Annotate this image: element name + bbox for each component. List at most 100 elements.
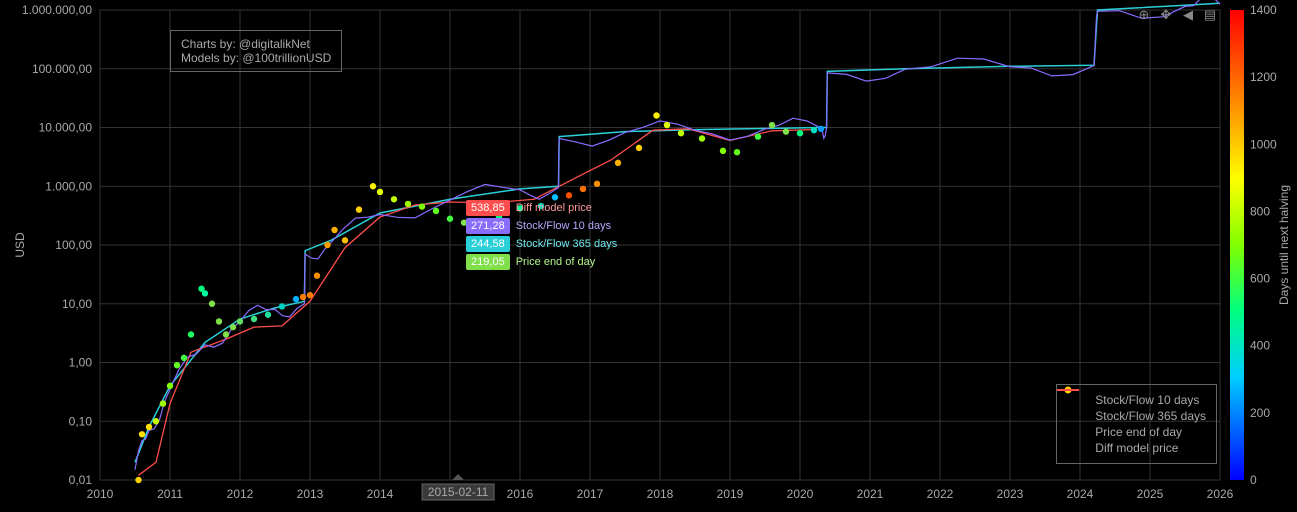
price-dot: [783, 128, 789, 134]
legend: Stock/Flow 10 daysStock/Flow 365 daysPri…: [1056, 384, 1217, 464]
price-dot: [377, 189, 383, 195]
price-dot: [447, 216, 453, 222]
svg-text:0,10: 0,10: [69, 414, 93, 428]
price-dot: [146, 424, 152, 430]
chart-toolbar: ⊕ ✥ ◀ ▤: [1135, 6, 1219, 24]
price-dot: [797, 130, 803, 136]
svg-text:Days until next halving: Days until next halving: [1277, 185, 1291, 305]
svg-text:10.000,00: 10.000,00: [39, 121, 93, 135]
attribution-line2: Models by: @100trillionUSD: [181, 51, 331, 65]
svg-text:2016: 2016: [507, 487, 534, 501]
price-dot: [202, 290, 208, 296]
price-dot: [734, 149, 740, 155]
price-dot: [223, 331, 229, 337]
svg-text:2014: 2014: [367, 487, 394, 501]
price-dot: [209, 301, 215, 307]
cursor-value-tag: 244,58Stock/Flow 365 days: [466, 236, 617, 252]
price-dot: [818, 126, 824, 132]
price-dot: [181, 355, 187, 361]
svg-text:2023: 2023: [997, 487, 1024, 501]
price-dot: [405, 201, 411, 207]
price-dot: [594, 181, 600, 187]
svg-text:800: 800: [1250, 204, 1270, 218]
prev-view-icon[interactable]: ◀: [1179, 6, 1197, 24]
svg-text:2019: 2019: [717, 487, 744, 501]
price-dot: [188, 331, 194, 337]
svg-text:0,01: 0,01: [69, 473, 93, 487]
cursor-value-tag: 271,28Stock/Flow 10 days: [466, 218, 611, 234]
svg-text:2021: 2021: [857, 487, 884, 501]
svg-text:USD: USD: [13, 232, 27, 258]
price-dot: [167, 383, 173, 389]
price-dot: [720, 148, 726, 154]
price-dot: [755, 133, 761, 139]
legend-item: Price end of day: [1067, 425, 1206, 439]
svg-text:2012: 2012: [227, 487, 254, 501]
attribution-box: Charts by: @digitalikNet Models by: @100…: [170, 30, 342, 72]
price-dot: [174, 362, 180, 368]
price-dot: [653, 112, 659, 118]
price-dot: [566, 192, 572, 198]
legend-item: Diff model price: [1067, 441, 1206, 455]
price-dot: [356, 206, 362, 212]
svg-text:2011: 2011: [157, 487, 183, 501]
price-dot: [314, 273, 320, 279]
legend-item: Stock/Flow 10 days: [1067, 393, 1206, 407]
svg-text:10,00: 10,00: [62, 297, 92, 311]
svg-text:600: 600: [1250, 272, 1270, 286]
svg-text:1200: 1200: [1250, 70, 1277, 84]
price-dot: [811, 127, 817, 133]
svg-text:200: 200: [1250, 406, 1270, 420]
svg-text:100.000,00: 100.000,00: [32, 62, 92, 76]
price-dot: [699, 135, 705, 141]
price-dot: [615, 160, 621, 166]
cursor-value-tag: 538,85Diff model price: [466, 200, 592, 216]
attribution-line1: Charts by: @digitalikNet: [181, 37, 331, 51]
price-dot: [391, 196, 397, 202]
svg-text:1.000,00: 1.000,00: [45, 179, 92, 193]
zoom-icon[interactable]: ⊕: [1135, 6, 1153, 24]
price-dot: [265, 312, 271, 318]
price-dot: [216, 318, 222, 324]
svg-text:2017: 2017: [577, 487, 604, 501]
price-dot: [251, 316, 257, 322]
svg-text:1.000.000,00: 1.000.000,00: [22, 3, 92, 17]
price-dot: [139, 431, 145, 437]
price-dot: [230, 324, 236, 330]
price-dot: [636, 145, 642, 151]
svg-text:2026: 2026: [1207, 487, 1234, 501]
svg-text:1400: 1400: [1250, 3, 1277, 17]
svg-text:400: 400: [1250, 339, 1270, 353]
price-dot: [135, 477, 141, 483]
price-dot: [160, 400, 166, 406]
save-icon[interactable]: ▤: [1201, 6, 1219, 24]
pan-icon[interactable]: ✥: [1157, 6, 1175, 24]
svg-text:1000: 1000: [1250, 137, 1277, 151]
price-dot: [279, 303, 285, 309]
price-dot: [300, 294, 306, 300]
svg-text:2025: 2025: [1137, 487, 1164, 501]
svg-text:0: 0: [1250, 473, 1257, 487]
svg-text:2024: 2024: [1067, 487, 1094, 501]
chart-container: 0,010,101,0010,00100,001.000,0010.000,00…: [0, 0, 1297, 512]
svg-text:2020: 2020: [787, 487, 814, 501]
price-dot: [433, 208, 439, 214]
svg-text:2013: 2013: [297, 487, 324, 501]
price-dot: [237, 318, 243, 324]
price-dot: [678, 130, 684, 136]
price-dot: [293, 296, 299, 302]
svg-text:2018: 2018: [647, 487, 674, 501]
price-dot: [419, 203, 425, 209]
price-dot: [307, 292, 313, 298]
price-dot: [153, 418, 159, 424]
svg-text:2015-02-11: 2015-02-11: [428, 485, 489, 499]
price-dot: [580, 186, 586, 192]
price-dot: [342, 237, 348, 243]
price-dot: [324, 242, 330, 248]
price-dot: [370, 183, 376, 189]
cursor-value-tag: 219,05Price end of day: [466, 254, 595, 270]
price-dot: [664, 122, 670, 128]
price-dot: [331, 227, 337, 233]
svg-text:100,00: 100,00: [55, 238, 92, 252]
svg-text:2010: 2010: [87, 487, 114, 501]
